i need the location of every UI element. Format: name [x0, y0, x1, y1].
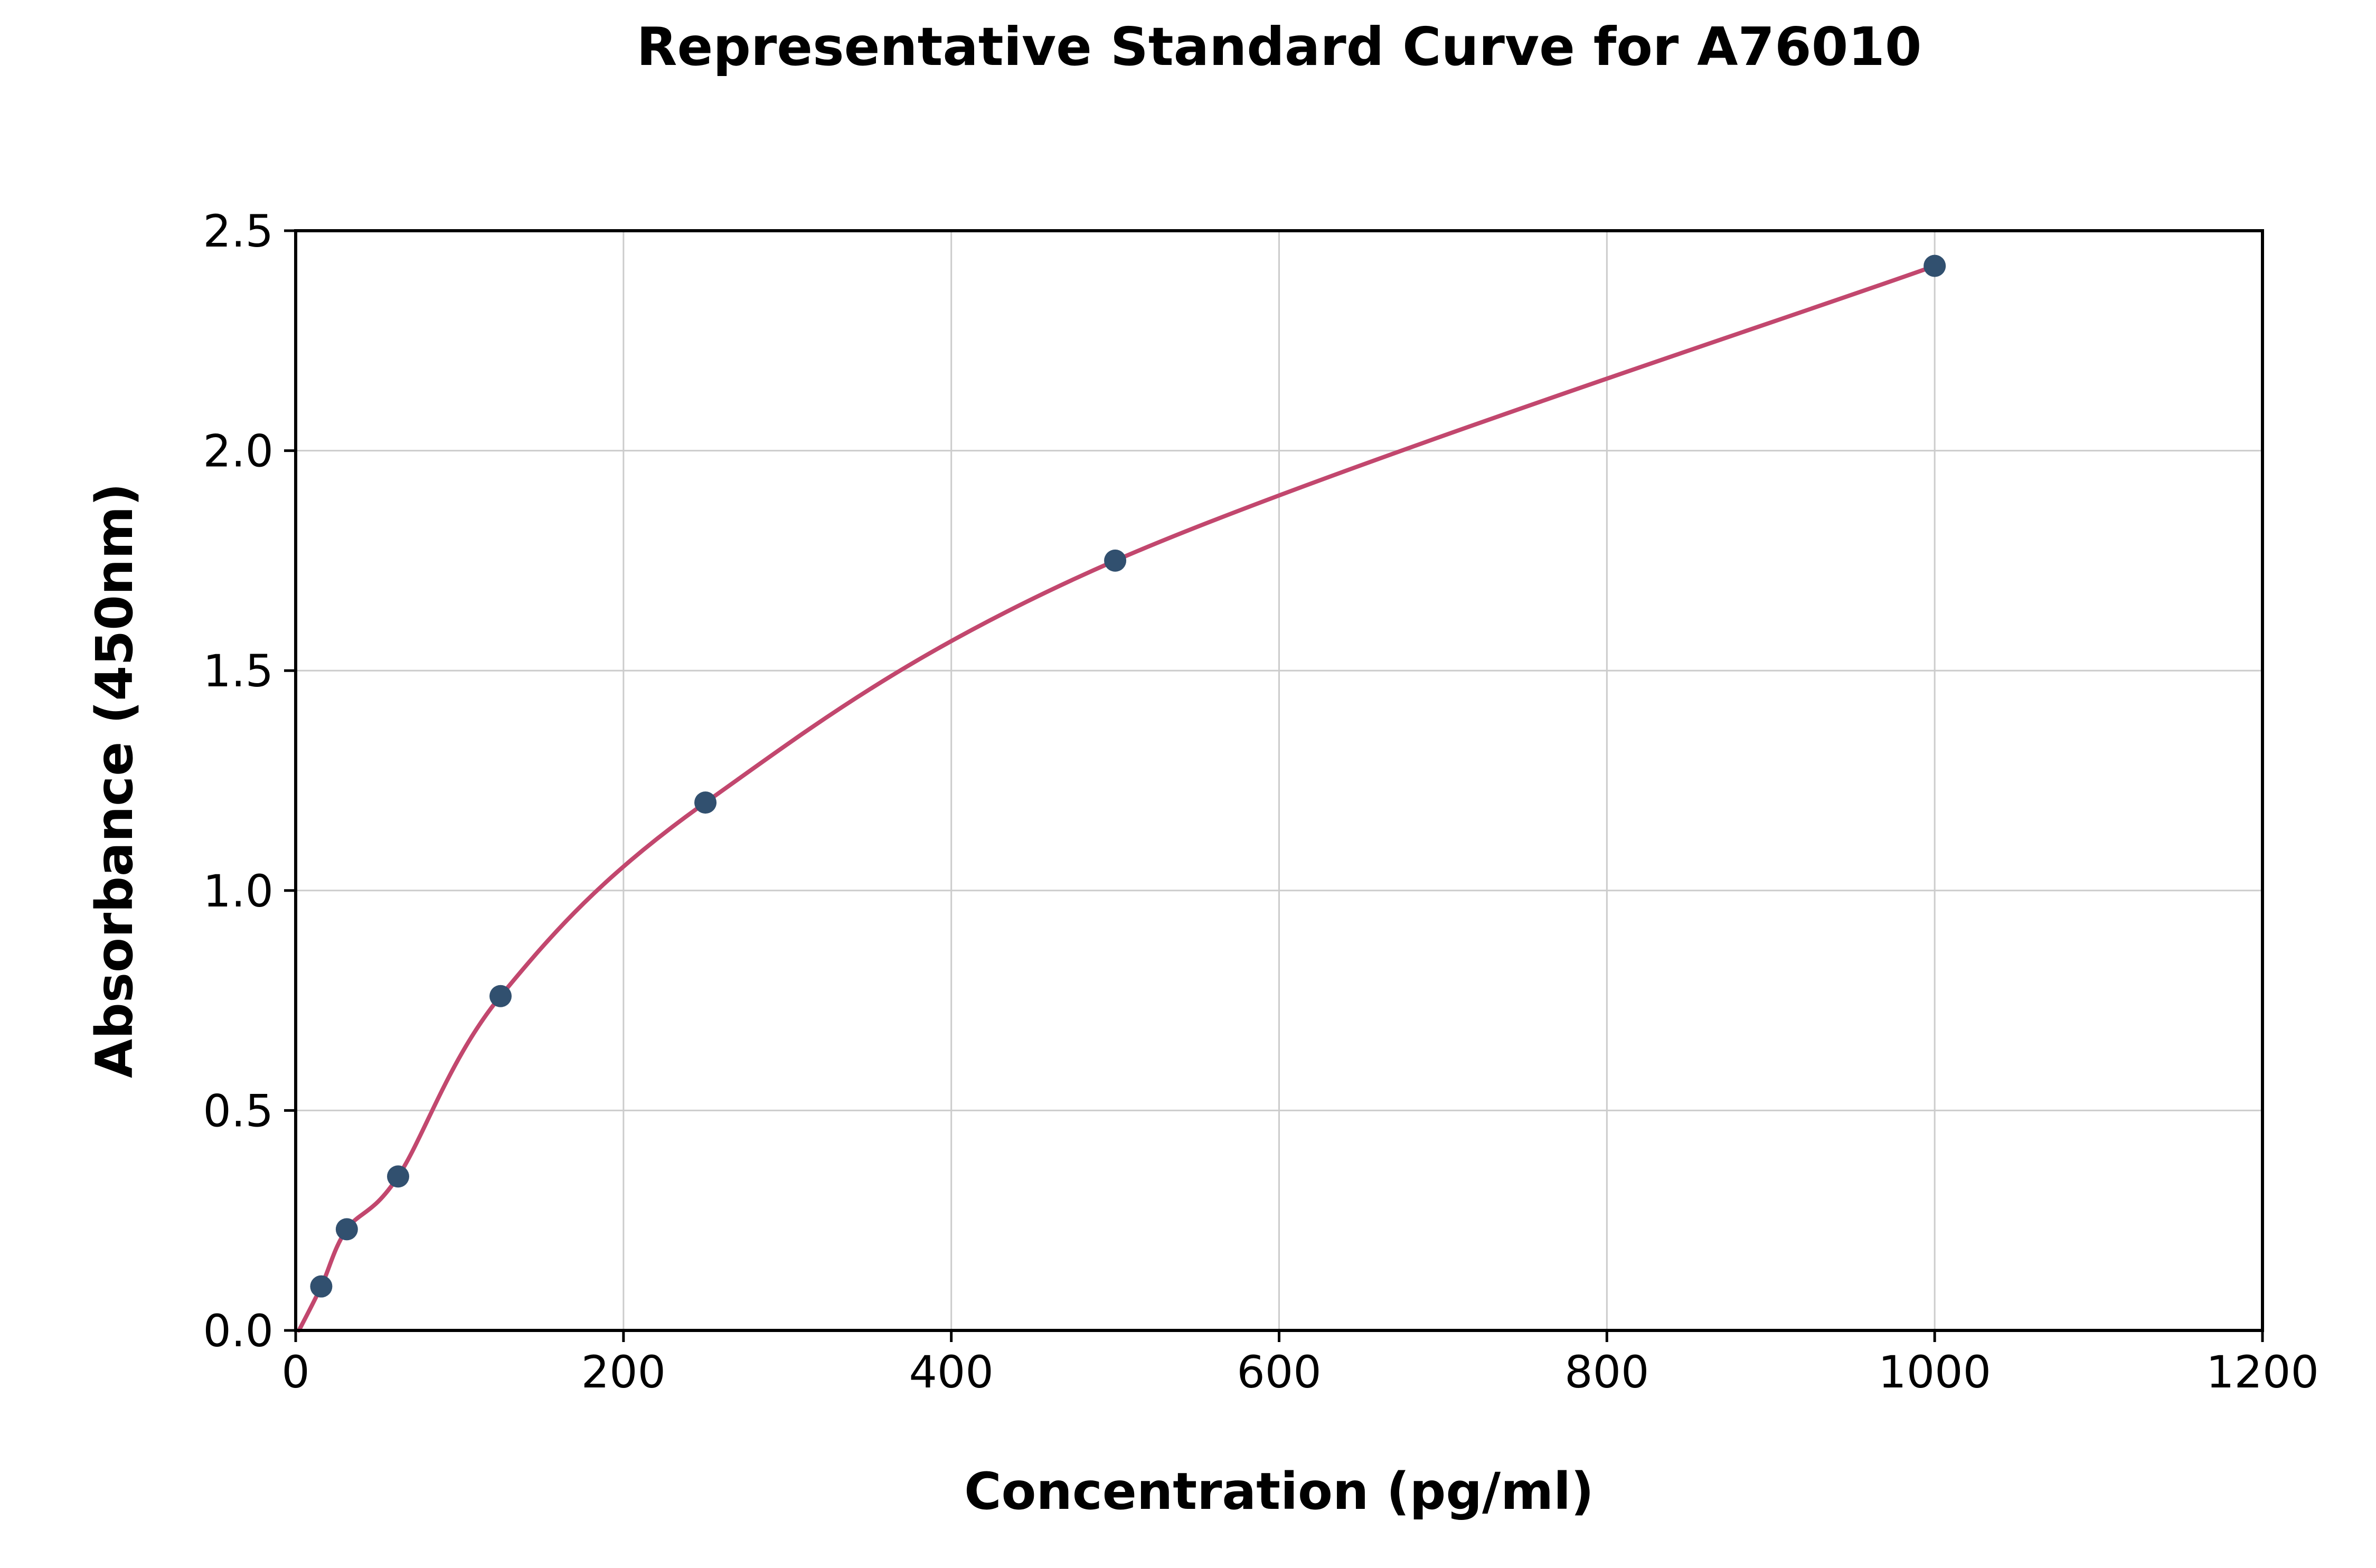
data-point	[1104, 549, 1127, 572]
data-point	[310, 1275, 333, 1298]
tick-labels: 0 200 400 600 800 1000 1200 0.0 0.5 1.0 1.5 2.0 2.5	[203, 205, 2318, 1398]
data-point	[335, 1218, 358, 1241]
chart-title: Representative Standard Curve for A76010	[637, 16, 1922, 78]
axis-ticks	[284, 229, 2264, 1342]
gridlines	[295, 230, 2264, 1331]
x-tick-label: 200	[581, 1346, 666, 1398]
x-tick-label: 800	[1564, 1346, 1649, 1398]
x-tick-label: 400	[909, 1346, 993, 1398]
trend-line	[297, 263, 1937, 1333]
x-tick-label: 600	[1237, 1346, 1321, 1398]
y-tick-label: 0.5	[203, 1085, 274, 1137]
y-tick-label: 2.5	[203, 205, 274, 257]
data-point	[489, 985, 512, 1007]
y-axis-label: Absorbance (450nm)	[85, 483, 144, 1078]
data-point	[1924, 254, 1946, 277]
data-points	[310, 254, 1946, 1298]
x-tick-label: 0	[281, 1346, 309, 1398]
x-tick-label: 1000	[1878, 1346, 1991, 1398]
x-axis-label: Concentration (pg/ml)	[964, 1462, 1594, 1521]
y-tick-label: 0.0	[203, 1305, 274, 1357]
y-tick-label: 1.5	[203, 645, 274, 697]
data-point	[387, 1165, 410, 1188]
x-tick-label: 1200	[2206, 1346, 2319, 1398]
data-point	[694, 791, 717, 814]
y-tick-label: 2.0	[203, 426, 274, 477]
y-tick-label: 1.0	[203, 865, 274, 917]
